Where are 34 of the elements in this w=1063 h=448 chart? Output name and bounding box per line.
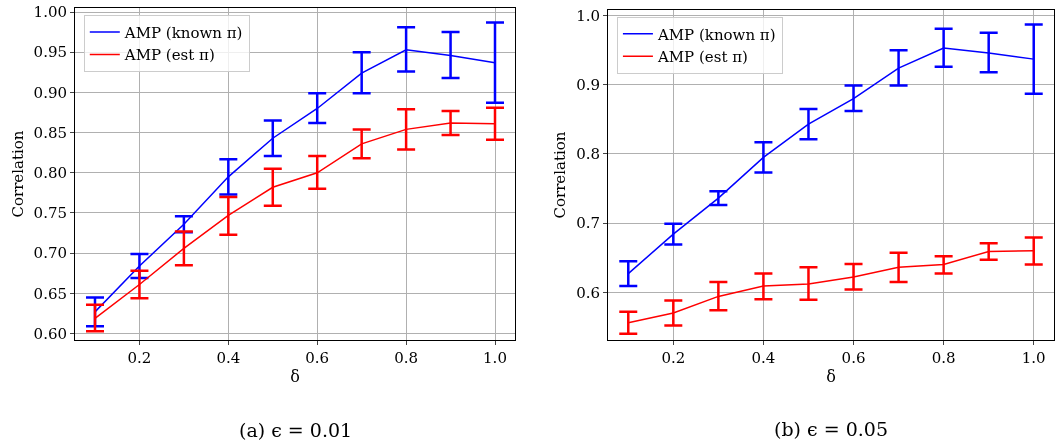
x-tick-label: 1.0: [1021, 349, 1046, 367]
x-axis-title: δ: [290, 366, 300, 386]
x-tick-label: 0.4: [751, 349, 776, 367]
text: (a) ϵ = 0.01: [239, 419, 353, 441]
y-tick-label: 0.8: [576, 145, 600, 164]
x-tick-label: 0.8: [394, 349, 419, 367]
x-tick-label: 0.6: [841, 349, 866, 367]
legend-label: AMP (est π): [656, 48, 748, 67]
y-tick-label: 0.95: [33, 43, 67, 62]
x-tick-label: 0.8: [931, 349, 956, 367]
y-tick-label: 0.80: [33, 164, 67, 183]
x-tick-label: 0.2: [661, 349, 686, 367]
legend-label: AMP (known π): [656, 25, 776, 44]
x-tick-label: 0.2: [127, 349, 152, 367]
y-axis-title: Correlation: [8, 130, 27, 218]
y-tick-label: 0.75: [33, 204, 67, 223]
y-tick-label: 0.85: [33, 123, 67, 142]
y-tick-label: 1.00: [33, 3, 67, 22]
y-tick-label: 0.7: [576, 214, 600, 233]
y-tick-label: 0.65: [33, 284, 67, 303]
y-tick-label: 0.6: [576, 283, 600, 302]
y-tick-label: 0.70: [33, 244, 67, 263]
x-tick-label: 0.6: [305, 349, 330, 367]
legend-label: AMP (est π): [123, 46, 215, 65]
y-tick-label: 1.0: [576, 6, 600, 25]
y-tick-label: 0.60: [33, 324, 67, 343]
x-axis-title: δ: [826, 366, 836, 386]
x-tick-label: 0.4: [216, 349, 241, 367]
y-axis-title: Correlation: [551, 131, 570, 219]
y-tick-label: 0.90: [33, 83, 67, 102]
legend-label: AMP (known π): [123, 23, 243, 42]
x-tick-label: 1.0: [483, 349, 507, 367]
text: (b) ϵ = 0.05: [774, 418, 888, 440]
y-tick-label: 0.9: [576, 75, 600, 94]
